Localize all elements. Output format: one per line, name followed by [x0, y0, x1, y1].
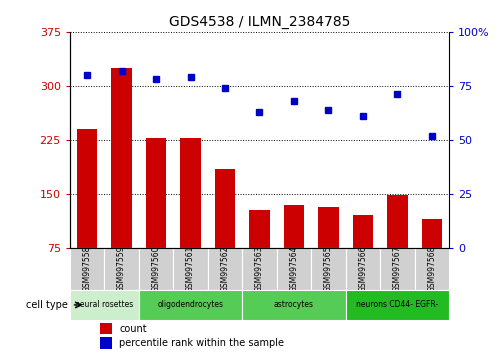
Bar: [111, 68, 132, 302]
Text: neural rosettes: neural rosettes: [75, 301, 133, 309]
Bar: [277, 248, 311, 290]
Bar: [100, 337, 112, 349]
Bar: [242, 290, 346, 320]
Bar: [249, 210, 270, 302]
Text: GSM997568: GSM997568: [427, 246, 436, 292]
Text: percentile rank within the sample: percentile rank within the sample: [119, 338, 284, 348]
Bar: [208, 248, 242, 290]
Bar: [70, 248, 104, 290]
Bar: [139, 290, 242, 320]
Text: count: count: [119, 324, 147, 333]
Text: GSM997561: GSM997561: [186, 246, 195, 292]
Text: GSM997558: GSM997558: [83, 246, 92, 292]
Text: GSM997559: GSM997559: [117, 246, 126, 292]
Bar: [422, 219, 442, 302]
Bar: [104, 248, 139, 290]
Bar: [387, 195, 408, 302]
Title: GDS4538 / ILMN_2384785: GDS4538 / ILMN_2384785: [169, 16, 350, 29]
Text: astrocytes: astrocytes: [274, 301, 314, 309]
Bar: [346, 248, 380, 290]
Bar: [215, 169, 236, 302]
Bar: [415, 248, 449, 290]
Bar: [180, 138, 201, 302]
Bar: [346, 290, 449, 320]
Bar: [380, 248, 415, 290]
Bar: [70, 290, 139, 320]
Text: GSM997567: GSM997567: [393, 246, 402, 292]
Text: GSM997560: GSM997560: [152, 246, 161, 292]
Text: GSM997565: GSM997565: [324, 246, 333, 292]
Text: GSM997563: GSM997563: [255, 246, 264, 292]
Bar: [311, 248, 346, 290]
Text: GSM997562: GSM997562: [221, 246, 230, 292]
Text: GSM997564: GSM997564: [289, 246, 298, 292]
Bar: [139, 248, 173, 290]
Bar: [77, 129, 97, 302]
Bar: [242, 248, 277, 290]
Bar: [146, 138, 166, 302]
Text: cell type: cell type: [26, 300, 68, 310]
Text: GSM997566: GSM997566: [358, 246, 367, 292]
Bar: [318, 207, 339, 302]
Bar: [100, 323, 112, 335]
Bar: [283, 205, 304, 302]
Text: oligodendrocytes: oligodendrocytes: [158, 301, 224, 309]
Bar: [173, 248, 208, 290]
Text: neurons CD44- EGFR-: neurons CD44- EGFR-: [356, 301, 439, 309]
Bar: [353, 216, 373, 302]
